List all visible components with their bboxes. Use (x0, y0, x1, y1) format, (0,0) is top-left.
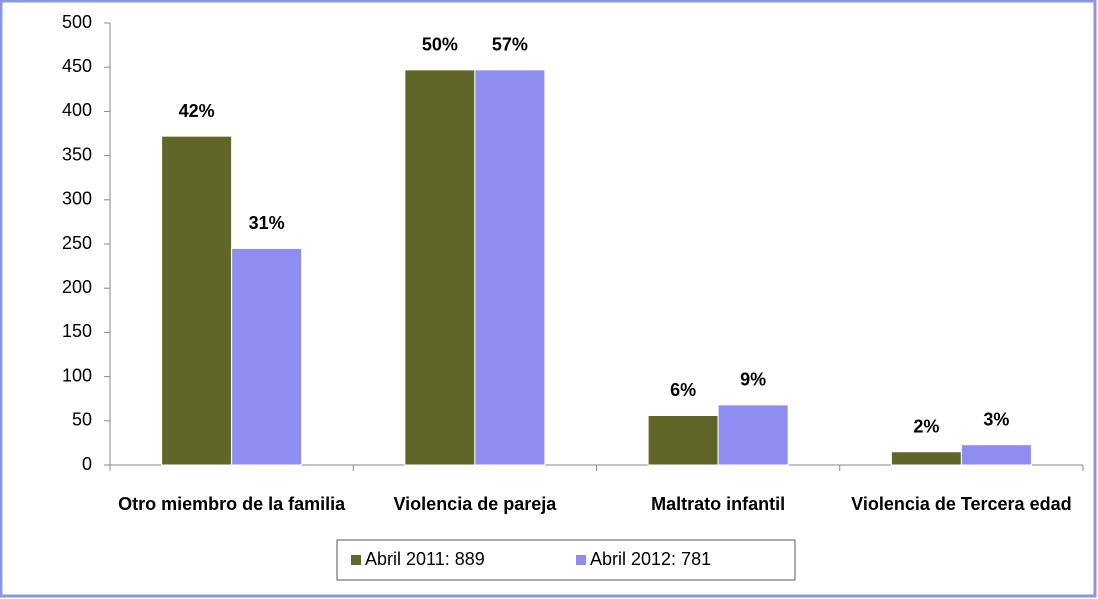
y-tick-label: 250 (62, 233, 92, 253)
y-tick-label: 450 (62, 56, 92, 76)
bar (890, 451, 962, 466)
bar (474, 69, 546, 466)
data-label: 42% (179, 101, 215, 121)
legend-swatch (351, 555, 361, 565)
data-label: 57% (492, 35, 528, 55)
y-tick-label: 500 (62, 12, 92, 32)
data-label: 31% (249, 213, 285, 233)
legend-box (336, 539, 796, 581)
y-tick-label: 300 (62, 189, 92, 209)
y-tick-label: 100 (62, 365, 92, 385)
x-tick-label: Violencia de pareja (394, 494, 558, 514)
y-tick-label: 50 (72, 410, 92, 430)
x-tick-label: Violencia de Tercera edad (851, 494, 1071, 514)
legend-label: Abril 2011: 889 (365, 549, 485, 569)
data-label: 50% (422, 35, 458, 55)
legend-swatch (576, 555, 586, 565)
data-label: 6% (670, 380, 696, 400)
bar (231, 247, 303, 466)
y-tick-label: 0 (82, 454, 92, 474)
data-label: 9% (740, 370, 766, 390)
x-tick-label: Maltrato infantil (651, 494, 785, 514)
bar (960, 444, 1032, 466)
data-label: 3% (983, 409, 1009, 429)
bar (404, 69, 476, 466)
data-label: 2% (913, 416, 939, 436)
x-tick-label: Otro miembro de la familia (118, 494, 346, 514)
bar (717, 404, 789, 466)
bar (647, 414, 719, 466)
y-tick-label: 350 (62, 144, 92, 164)
y-tick-label: 150 (62, 321, 92, 341)
y-tick-label: 400 (62, 100, 92, 120)
bar (161, 135, 233, 466)
legend-label: Abril 2012: 781 (590, 549, 711, 569)
y-tick-label: 200 (62, 277, 92, 297)
